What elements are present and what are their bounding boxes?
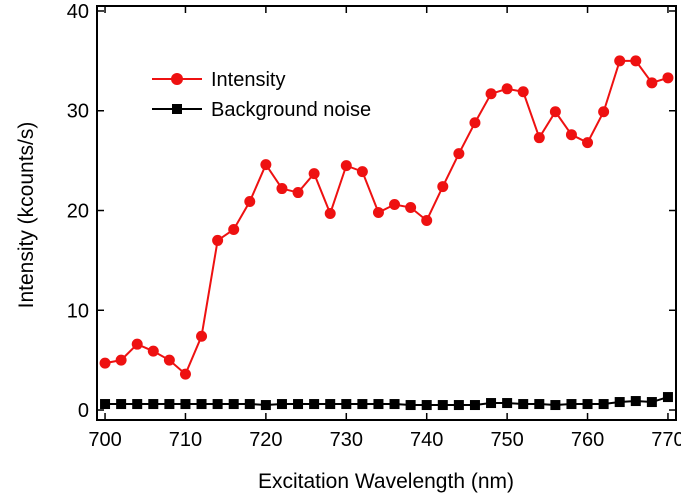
data-point-background-noise (341, 399, 352, 410)
data-point-intensity (582, 137, 594, 149)
data-point-intensity (179, 368, 191, 380)
data-point-intensity (517, 86, 529, 98)
data-point-background-noise (405, 400, 416, 411)
data-point-background-noise (212, 399, 223, 410)
data-point-intensity (260, 159, 272, 171)
legend-label-background-noise: Background noise (211, 99, 371, 121)
data-point-intensity (324, 207, 336, 219)
data-point-background-noise (325, 399, 336, 410)
data-point-intensity (147, 345, 159, 357)
data-point-background-noise (244, 399, 255, 410)
x-tick-label: 760 (571, 429, 604, 451)
data-point-intensity (308, 168, 320, 180)
data-point-background-noise (662, 392, 673, 403)
data-point-background-noise (228, 399, 239, 410)
x-tick-label: 700 (88, 429, 121, 451)
data-point-background-noise (646, 397, 657, 408)
data-point-intensity (630, 55, 642, 67)
data-point-background-noise (116, 399, 127, 410)
y-tick-label: 0 (78, 400, 89, 422)
data-point-intensity (372, 207, 384, 219)
data-point-background-noise (196, 399, 207, 410)
data-point-intensity (356, 166, 368, 178)
data-point-intensity (437, 181, 449, 193)
data-point-intensity (662, 72, 674, 84)
series-layer (99, 55, 674, 411)
legend-marker-background-noise (172, 104, 182, 114)
data-point-background-noise (132, 399, 143, 410)
y-tick-label: 40 (67, 1, 89, 23)
data-point-intensity (115, 354, 127, 366)
data-point-intensity (292, 187, 304, 199)
data-point-intensity (533, 132, 545, 144)
data-point-background-noise (518, 399, 529, 410)
legend-marker-intensity (171, 73, 183, 85)
data-point-intensity (614, 55, 626, 67)
data-point-background-noise (260, 400, 271, 411)
data-point-background-noise (148, 399, 159, 410)
data-point-intensity (340, 160, 352, 172)
x-tick-label: 770 (651, 429, 681, 451)
data-point-intensity (405, 202, 417, 214)
data-point-intensity (212, 234, 224, 246)
data-point-intensity (389, 199, 401, 211)
series-line-intensity (104, 59, 669, 376)
data-point-intensity (228, 223, 240, 235)
data-point-intensity (244, 196, 256, 208)
data-point-background-noise (453, 400, 464, 411)
data-point-background-noise (486, 398, 497, 409)
data-point-intensity (646, 77, 658, 89)
data-point-intensity (598, 106, 610, 118)
data-point-background-noise (566, 399, 577, 410)
data-point-background-noise (630, 396, 641, 407)
x-tick-label: 720 (249, 429, 282, 451)
data-point-background-noise (293, 399, 304, 410)
data-point-background-noise (469, 400, 480, 411)
data-point-intensity (421, 214, 433, 226)
data-point-intensity (276, 183, 288, 195)
data-point-intensity (469, 117, 481, 129)
data-point-background-noise (357, 399, 368, 410)
data-point-intensity (453, 148, 465, 160)
y-tick-label: 10 (67, 300, 89, 322)
data-point-background-noise (437, 400, 448, 411)
plot-frame (96, 5, 677, 421)
data-point-background-noise (309, 399, 320, 410)
data-point-background-noise (614, 397, 625, 408)
data-point-background-noise (164, 399, 175, 410)
y-axis-title: Intensity (kcounts/s) (15, 122, 38, 309)
legend-label-intensity: Intensity (211, 69, 285, 91)
y-tick-label: 20 (67, 201, 89, 223)
x-tick-label: 710 (169, 429, 202, 451)
legend: Intensity Background noise (152, 69, 371, 121)
data-point-background-noise (276, 399, 287, 410)
x-tick-label: 730 (330, 429, 363, 451)
data-point-background-noise (502, 398, 513, 409)
data-point-background-noise (582, 399, 593, 410)
data-point-background-noise (373, 399, 384, 410)
tick-layer: 700 710 720 730 740 750 760 770 0 10 20 30 40 (67, 1, 681, 451)
data-point-intensity (501, 83, 513, 95)
x-tick-label: 750 (490, 429, 523, 451)
data-point-background-noise (421, 400, 432, 411)
data-point-background-noise (598, 399, 609, 410)
data-point-intensity (163, 354, 175, 366)
data-point-intensity (196, 330, 208, 342)
data-point-intensity (549, 106, 561, 118)
data-point-intensity (565, 129, 577, 141)
x-tick-label: 740 (410, 429, 443, 451)
y-tick-label: 30 (67, 101, 89, 123)
data-point-background-noise (550, 400, 561, 411)
plot-border (96, 5, 677, 421)
data-point-background-noise (534, 399, 545, 410)
data-point-intensity (131, 338, 143, 350)
x-axis-title: Excitation Wavelength (nm) (258, 470, 514, 493)
data-point-background-noise (180, 399, 191, 410)
data-point-background-noise (389, 399, 400, 410)
data-point-intensity (485, 88, 497, 100)
data-point-intensity (99, 357, 111, 369)
data-point-background-noise (100, 399, 111, 410)
